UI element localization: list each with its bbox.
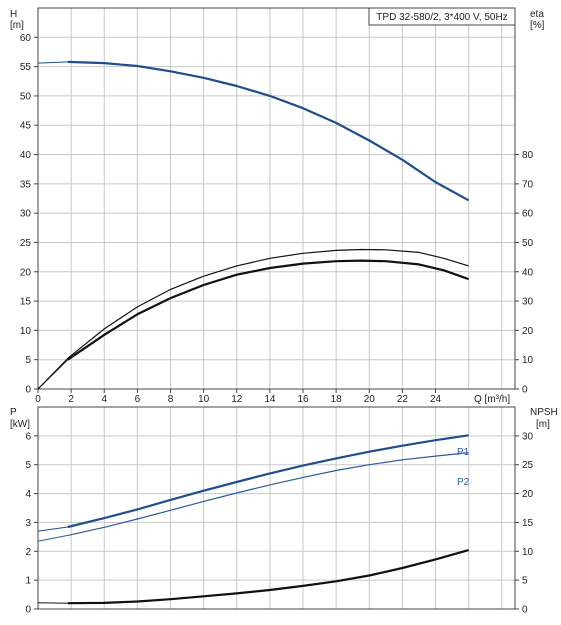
- x-tick-label: 6: [135, 394, 141, 405]
- right-tick-label: 70: [522, 179, 534, 190]
- x-tick-label: 12: [231, 394, 243, 405]
- right-tick-label: 20: [522, 489, 534, 500]
- x-tick-label: 0: [35, 394, 41, 405]
- head-axis-ticks: 0 5 10 15 20 25 30 35 40 45 50 55 60: [20, 33, 38, 396]
- left-tick-label: 35: [20, 179, 32, 190]
- legend-text: TPD 32-580/2, 3*400 V, 50Hz: [376, 12, 507, 23]
- left-tick-label: 60: [20, 33, 32, 44]
- power-axis-label: P: [10, 407, 17, 418]
- series-line: [67, 248, 469, 359]
- series-line: [67, 259, 469, 361]
- left-tick-label: 45: [20, 121, 32, 132]
- right-tick-label: 10: [522, 547, 534, 558]
- left-tick-label: 6: [25, 431, 31, 442]
- left-tick-label: 40: [20, 150, 32, 161]
- top-plot-frame: [37, 7, 516, 390]
- left-tick-label: 5: [25, 355, 31, 366]
- bottom-grid: [37, 406, 515, 610]
- flow-axis-ticks: 0 2 4 6 8 10 12 14 16 18 20 22 24: [35, 389, 441, 405]
- series-label-p2: P2: [457, 477, 470, 488]
- x-tick-label: 22: [397, 394, 409, 405]
- power-axis-ticks: 0 1 2 3 4 5 6: [25, 431, 38, 616]
- x-tick-label: 10: [198, 394, 210, 405]
- left-tick-label: 10: [20, 326, 32, 337]
- x-tick-label: 16: [297, 394, 309, 405]
- left-tick-label: 0: [25, 605, 31, 616]
- left-tick-label: 20: [20, 267, 32, 278]
- right-tick-label: 0: [522, 605, 528, 616]
- right-tick-label: 0: [522, 385, 528, 396]
- x-tick-label: 20: [364, 394, 376, 405]
- right-tick-label: 10: [522, 355, 534, 366]
- flow-axis-label: Q [m³/h]: [474, 394, 510, 405]
- head-axis-unit: [m]: [10, 20, 24, 31]
- legend-box: [368, 7, 516, 26]
- npsh-axis-ticks: 0 5 10 15 20 25 30: [515, 431, 534, 616]
- x-tick-label: 24: [430, 394, 442, 405]
- series-line-p2: [67, 452, 469, 536]
- series-extrapolation-line: [37, 534, 68, 542]
- left-tick-label: 2: [25, 547, 31, 558]
- series-extrapolation-line: [37, 61, 68, 64]
- right-tick-label: 15: [522, 518, 534, 529]
- series-extrapolation-line: [37, 602, 68, 604]
- right-tick-label: 60: [522, 209, 534, 220]
- x-tick-label: 14: [264, 394, 276, 405]
- series-extrapolation-line: [37, 357, 69, 390]
- top-series: [37, 60, 470, 390]
- eta-axis-ticks: 0 10 20 30 40 50 60 70 80: [515, 150, 534, 396]
- right-tick-label: 25: [522, 460, 534, 471]
- left-tick-label: 25: [20, 238, 32, 249]
- x-tick-label: 18: [331, 394, 343, 405]
- right-tick-label: 80: [522, 150, 534, 161]
- bottom-series: [37, 434, 469, 605]
- bottom-plot-frame: [37, 406, 516, 610]
- npsh-axis-unit: [m]: [536, 419, 550, 430]
- x-tick-label: 4: [101, 394, 107, 405]
- series-line-p1: [67, 434, 469, 529]
- left-tick-label: 1: [25, 576, 31, 587]
- npsh-axis-label: NPSH: [530, 407, 558, 418]
- right-tick-label: 5: [522, 576, 528, 587]
- left-tick-label: 4: [25, 489, 31, 500]
- left-tick-label: 55: [20, 62, 32, 73]
- eta-axis-unit: [%]: [530, 20, 545, 31]
- x-tick-label: 2: [68, 394, 74, 405]
- series-line: [67, 549, 469, 605]
- left-tick-label: 0: [25, 385, 31, 396]
- x-tick-label: 8: [168, 394, 174, 405]
- series-extrapolation-line: [37, 526, 68, 532]
- right-tick-label: 20: [522, 326, 534, 337]
- head-axis-label: H: [10, 9, 17, 20]
- left-tick-label: 50: [20, 91, 32, 102]
- left-tick-label: 3: [25, 518, 31, 529]
- right-tick-label: 30: [522, 431, 534, 442]
- series-line: [67, 60, 470, 202]
- left-tick-label: 30: [20, 209, 32, 220]
- right-tick-label: 50: [522, 238, 534, 249]
- right-tick-label: 40: [522, 267, 534, 278]
- right-tick-label: 30: [522, 297, 534, 308]
- series-label-p1: P1: [457, 447, 470, 458]
- left-tick-label: 5: [25, 460, 31, 471]
- left-tick-label: 15: [20, 297, 32, 308]
- eta-axis-label: eta: [530, 9, 544, 20]
- power-axis-unit: [kW]: [10, 419, 30, 430]
